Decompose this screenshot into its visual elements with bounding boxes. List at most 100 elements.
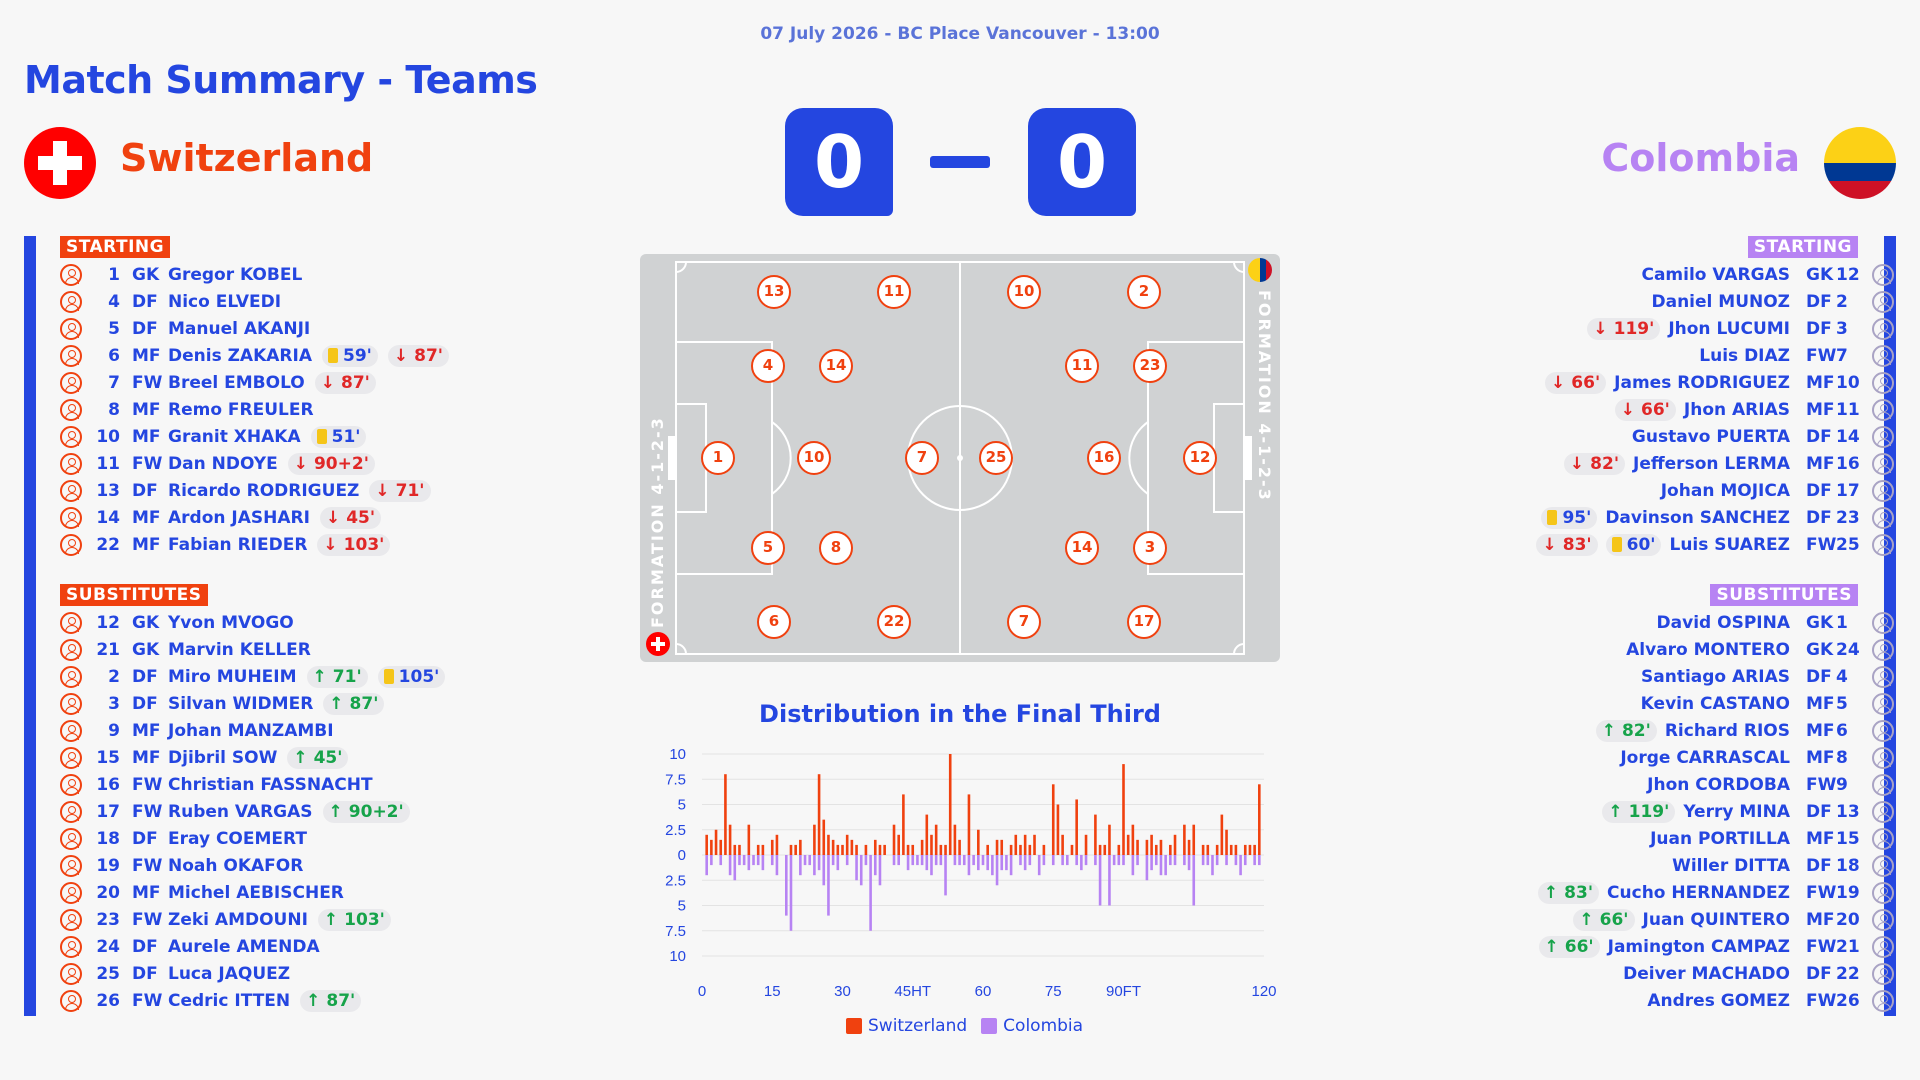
player-position: MF bbox=[132, 426, 161, 447]
bar-colombia bbox=[1169, 855, 1172, 866]
bar-switzerland bbox=[1258, 784, 1261, 855]
bar-colombia bbox=[1239, 855, 1242, 876]
player-avatar-icon bbox=[1872, 746, 1894, 769]
player-row: Daniel MUNOZ DF 2 bbox=[1536, 288, 1894, 315]
bar-switzerland bbox=[1136, 839, 1139, 855]
bar-colombia bbox=[803, 855, 807, 866]
player-position: MF bbox=[1806, 453, 1835, 474]
player-position: FW bbox=[1806, 345, 1837, 366]
pitch-player-home: 8 bbox=[819, 531, 853, 565]
colombia-flag-icon bbox=[1824, 127, 1896, 199]
player-position: MF bbox=[1806, 399, 1835, 420]
player-row: Alvaro MONTERO GK 24 bbox=[1538, 636, 1894, 663]
player-position: DF bbox=[132, 480, 158, 501]
bar-switzerland bbox=[817, 774, 821, 855]
player-number: 25 bbox=[1836, 534, 1860, 555]
player-row: Santiago ARIAS DF 4 bbox=[1538, 663, 1894, 690]
sub-off-badge: 66' bbox=[1545, 371, 1607, 394]
player-position: DF bbox=[1806, 855, 1832, 876]
bar-switzerland bbox=[1253, 844, 1256, 855]
player-number: 21 bbox=[96, 639, 120, 660]
player-name: Santiago ARIAS bbox=[1641, 666, 1790, 687]
bar-colombia bbox=[1154, 855, 1158, 866]
bar-switzerland bbox=[789, 844, 793, 855]
bar-colombia bbox=[925, 855, 929, 871]
bar-colombia bbox=[916, 855, 919, 866]
player-position: GK bbox=[1806, 612, 1834, 633]
y-tick-label: 10 bbox=[669, 746, 686, 763]
player-position: MF bbox=[1806, 372, 1835, 393]
player-number: 15 bbox=[96, 747, 120, 768]
bar-switzerland bbox=[1126, 834, 1130, 855]
event-minute: 83' bbox=[1564, 882, 1594, 903]
bar-colombia bbox=[911, 855, 915, 866]
bar-switzerland bbox=[892, 824, 896, 855]
player-name: Davinson SANCHEZ bbox=[1605, 507, 1790, 528]
yellow-card-icon bbox=[316, 429, 327, 444]
event-minute: 71' bbox=[332, 666, 362, 687]
player-avatar-icon bbox=[1872, 263, 1894, 286]
player-avatar-icon bbox=[60, 452, 82, 475]
player-position: MF bbox=[132, 345, 161, 366]
bar-switzerland bbox=[1201, 844, 1205, 855]
x-tick-label: 90FT bbox=[1106, 983, 1141, 1000]
player-number: 25 bbox=[96, 963, 120, 984]
home-starting-label: STARTING bbox=[60, 236, 171, 258]
player-position: DF bbox=[1806, 318, 1832, 339]
bar-colombia bbox=[972, 855, 975, 866]
player-position: DF bbox=[1806, 801, 1832, 822]
bar-switzerland bbox=[728, 824, 732, 855]
bar-colombia bbox=[1037, 855, 1041, 876]
player-name: Aurele AMENDA bbox=[168, 936, 320, 957]
player-name: Marvin KELLER bbox=[168, 639, 311, 660]
player-number: 7 bbox=[108, 372, 120, 393]
player-name: Noah OKAFOR bbox=[168, 855, 304, 876]
bar-colombia bbox=[944, 855, 947, 896]
player-name: Ruben VARGAS bbox=[168, 801, 313, 822]
yellow-card-icon bbox=[328, 348, 338, 363]
bar-switzerland bbox=[1098, 844, 1102, 855]
event-minute: 71' bbox=[395, 480, 425, 501]
player-position: MF bbox=[1806, 720, 1835, 741]
bar-switzerland bbox=[1248, 844, 1252, 855]
bar-colombia bbox=[1051, 855, 1055, 866]
bar-switzerland bbox=[995, 839, 999, 855]
event-minute: 105' bbox=[398, 666, 440, 687]
bar-switzerland bbox=[1117, 844, 1121, 855]
bar-switzerland bbox=[813, 824, 816, 855]
player-avatar-icon bbox=[60, 344, 82, 367]
bar-switzerland bbox=[1103, 844, 1107, 855]
player-avatar-icon bbox=[60, 719, 82, 742]
bar-colombia bbox=[1023, 855, 1027, 871]
bar-switzerland bbox=[822, 819, 826, 855]
pitch-player-home: 4 bbox=[751, 349, 785, 383]
bar-switzerland bbox=[948, 754, 952, 855]
event-minute: 83' bbox=[1562, 534, 1592, 555]
player-row: Willer DITTA DF 18 bbox=[1538, 852, 1894, 879]
player-avatar-icon bbox=[1872, 425, 1894, 448]
player-name: Christian FASSNACHT bbox=[168, 774, 373, 795]
bar-colombia bbox=[1066, 855, 1069, 866]
player-avatar-icon bbox=[60, 827, 82, 850]
player-number: 15 bbox=[1836, 828, 1860, 849]
player-number: 26 bbox=[1836, 990, 1860, 1011]
y-tick-label: 7.5 bbox=[665, 923, 686, 940]
player-position: FW bbox=[132, 990, 163, 1011]
bar-switzerland bbox=[1061, 834, 1064, 855]
sub-on-badge: 83' bbox=[1537, 881, 1600, 904]
player-number: 4 bbox=[108, 291, 120, 312]
player-row: Johan MOJICA DF 17 bbox=[1536, 477, 1894, 504]
player-row: 14 MF Ardon JASHARI 45' bbox=[60, 504, 449, 531]
player-position: FW bbox=[132, 801, 163, 822]
bar-colombia bbox=[1080, 855, 1083, 871]
away-substitutes-label: SUBSTITUTES bbox=[1710, 584, 1858, 606]
player-number: 24 bbox=[96, 936, 120, 957]
player-row: 9 MF Johan MANZAMBI bbox=[60, 717, 445, 744]
player-avatar-icon bbox=[60, 989, 82, 1012]
bar-colombia bbox=[1122, 855, 1125, 866]
player-position: GK bbox=[132, 264, 160, 285]
